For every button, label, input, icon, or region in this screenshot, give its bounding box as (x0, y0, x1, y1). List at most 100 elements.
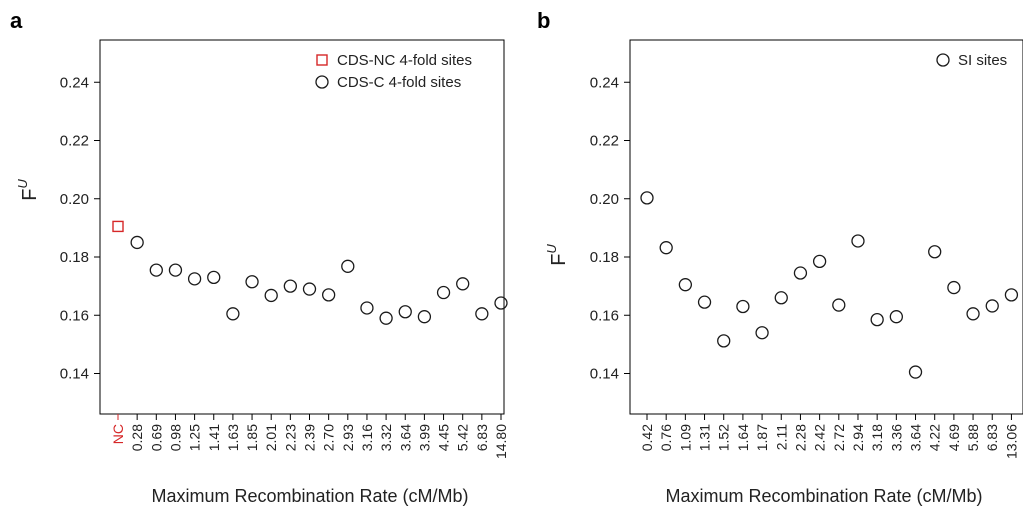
x-tick-label: 3.36 (888, 424, 904, 451)
y-tick-label: 0.16 (590, 307, 619, 324)
x-tick-label: 2.23 (282, 424, 298, 451)
data-point-circle (302, 282, 317, 296)
data-point-circle (928, 245, 942, 259)
y-tick-label: 0.20 (60, 191, 89, 208)
data-point-circle (398, 305, 412, 319)
y-tick-label: 0.24 (60, 74, 89, 91)
y-tick-label: 0.22 (60, 133, 89, 150)
data-point-circle (1004, 288, 1019, 302)
data-point-square (112, 220, 124, 233)
legend-label: SI sites (958, 52, 1007, 69)
data-point-circle (456, 277, 470, 291)
y-tick-label: 0.14 (60, 366, 89, 383)
y-tick-label: 0.24 (590, 74, 619, 91)
data-point-circle (717, 334, 731, 348)
y-tick-label: 0.22 (590, 133, 619, 150)
x-tick-label: 2.70 (321, 424, 337, 451)
x-tick-label: 3.64 (908, 424, 924, 451)
data-point-circle (812, 254, 827, 269)
data-point-circle (755, 326, 769, 340)
x-tick-label: 3.64 (397, 424, 413, 451)
x-tick-label: 2.28 (792, 424, 808, 451)
data-point-circle (678, 278, 693, 292)
x-tick-label: 1.52 (716, 424, 732, 451)
x-tick-label: 1.31 (697, 424, 713, 451)
x-tick-label: 0.98 (167, 424, 183, 451)
x-tick-label: 4.45 (436, 424, 452, 451)
x-tick-label: 2.94 (850, 424, 866, 451)
x-tick-label: 2.93 (340, 424, 356, 451)
data-point-circle (341, 259, 355, 273)
data-point-circle (908, 365, 923, 379)
x-tick-label: 13.06 (1003, 424, 1019, 459)
x-tick-label: 5.88 (965, 424, 981, 451)
x-tick-label: 6.83 (474, 424, 490, 451)
y-tick-label: 0.20 (590, 191, 619, 208)
x-tick-label: 3.16 (359, 424, 375, 451)
x-tick-label: 4.69 (946, 424, 962, 451)
data-point-circle (889, 310, 903, 324)
x-tick-label: 1.63 (225, 424, 241, 451)
y-axis-label: FU (15, 179, 41, 201)
data-point-circle (436, 285, 451, 300)
data-point-circle (379, 311, 393, 325)
data-point-circle (168, 263, 183, 277)
legend-marker (936, 53, 950, 67)
panel-a: a 0.14 0.16 0.18 0.20 0.22 0.24 FU NC 0.28 0.69 0.9… (10, 8, 509, 506)
x-tick-label: 6.83 (984, 424, 1000, 451)
x-tick-label: 2.01 (263, 424, 279, 451)
x-tick-label: 3.18 (869, 424, 885, 451)
x-tick-label: 1.64 (735, 424, 751, 451)
x-axis-label: Maximum Recombination Rate (cM/Mb) (665, 486, 982, 506)
data-point-circle (697, 295, 712, 309)
x-tick-label: 2.11 (773, 424, 789, 450)
data-point-circle (187, 272, 202, 286)
data-point-circle (985, 299, 999, 313)
data-point-circle (966, 307, 980, 321)
x-tick-label: 14.80 (493, 424, 509, 459)
x-axis-label: Maximum Recombination Rate (cM/Mb) (151, 486, 468, 506)
data-point-circle (264, 288, 278, 303)
x-tick-label: 3.32 (378, 424, 394, 451)
x-tick-label: 1.41 (206, 424, 222, 451)
data-point-circle (207, 270, 221, 285)
legend-label: CDS-C 4-fold sites (337, 74, 461, 91)
data-point-circle (130, 235, 144, 250)
x-tick-label: 1.25 (187, 424, 203, 451)
data-point-circle (321, 288, 336, 302)
data-point-circle (494, 296, 508, 310)
x-tick-label: 1.87 (754, 424, 770, 451)
data-point-circle (774, 291, 788, 305)
data-point-circle (245, 275, 259, 289)
data-point-circle (417, 310, 432, 324)
plot-frame (629, 39, 1023, 415)
x-tick-label: 0.28 (129, 424, 145, 451)
x-tick-label: 2.39 (302, 424, 318, 451)
legend-label: CDS-NC 4-fold sites (337, 52, 472, 69)
x-tick-label: 2.42 (812, 424, 828, 451)
x-tick-label: 1.09 (677, 424, 693, 451)
y-tick-label: 0.14 (590, 366, 619, 383)
plot-frame (99, 39, 505, 415)
x-tick-label: 2.72 (831, 424, 847, 451)
x-tick-label: 0.76 (658, 424, 674, 451)
data-point-circle (870, 312, 884, 327)
data-point-circle (736, 299, 750, 314)
panel-label: a (10, 8, 23, 33)
y-tick-label: 0.18 (590, 249, 619, 266)
data-point-circle (851, 234, 865, 248)
data-point-circle (640, 191, 654, 205)
x-tick-label: 0.42 (639, 424, 655, 451)
data-point-circle (832, 298, 846, 312)
data-point-circle (793, 266, 808, 280)
data-point-circle (947, 280, 961, 295)
x-tick-label: 1.85 (244, 424, 260, 451)
x-tick-label: NC (110, 424, 126, 444)
legend-marker (316, 54, 328, 66)
y-axis-label-superscript: U (544, 244, 559, 254)
x-tick-label: 4.22 (927, 424, 943, 451)
data-point-circle (475, 307, 489, 321)
data-point-circle (360, 301, 374, 315)
panel-label: b (537, 8, 550, 33)
